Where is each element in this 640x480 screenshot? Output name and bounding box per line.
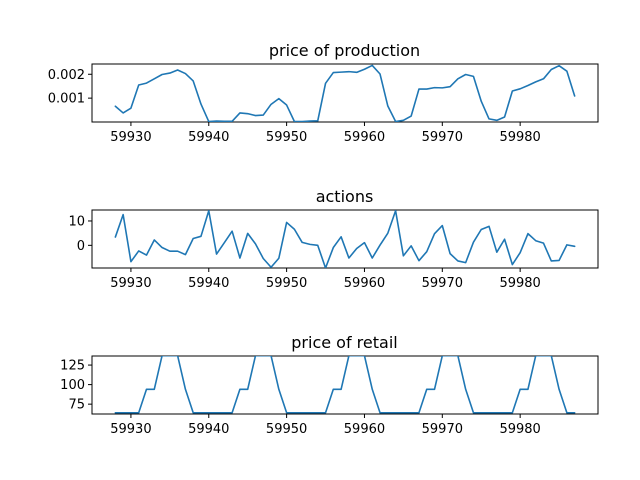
x-tick-label-price-of-retail: 59940 — [188, 422, 229, 437]
x-tick-label-price-of-production: 59930 — [110, 130, 151, 145]
y-tick-label-price-of-production: 0.002 — [48, 68, 85, 83]
x-tick-label-price-of-retail: 59930 — [110, 422, 151, 437]
chart-title-price-of-production: price of production — [269, 41, 420, 60]
x-tick-label-actions: 59930 — [110, 276, 151, 291]
subplot-actions: actions 59930 59940 59950 59960 59970 59980 0 1… — [68, 187, 599, 291]
y-tick-label-price-of-production: 0.001 — [48, 92, 85, 107]
x-tick-label-actions: 59970 — [422, 276, 463, 291]
series-line-price-of-production — [114, 64, 576, 122]
series-line-actions — [114, 210, 576, 268]
series-line-price-of-retail — [114, 356, 576, 414]
x-tick-label-price-of-production: 59970 — [422, 130, 463, 145]
x-tick-label-price-of-retail: 59960 — [344, 422, 385, 437]
y-tick-label-price-of-retail: 75 — [68, 398, 85, 413]
x-tick-label-price-of-retail: 59980 — [499, 422, 540, 437]
x-tick-label-actions: 59980 — [499, 276, 540, 291]
x-tick-label-price-of-production: 59950 — [266, 130, 307, 145]
x-tick-label-actions: 59950 — [266, 276, 307, 291]
chart-title-actions: actions — [316, 187, 374, 206]
x-tick-label-actions: 59960 — [344, 276, 385, 291]
subplot-price-of-production: price of production 59930 59940 59950 59960… — [48, 41, 599, 145]
plot-frame-price-of-retail — [91, 355, 599, 415]
plot-frame-actions — [91, 209, 599, 269]
x-tick-label-actions: 59940 — [188, 276, 229, 291]
x-tick-label-price-of-retail: 59950 — [266, 422, 307, 437]
x-tick-label-price-of-production: 59940 — [188, 130, 229, 145]
x-tick-label-price-of-production: 59960 — [344, 130, 385, 145]
y-tick-label-actions: 10 — [68, 214, 85, 229]
y-tick-label-price-of-retail: 100 — [60, 378, 85, 393]
y-tick-label-actions: 0 — [77, 239, 85, 254]
y-tick-label-price-of-retail: 125 — [60, 359, 85, 374]
plot-frame-price-of-production — [91, 63, 599, 123]
x-tick-label-price-of-retail: 59970 — [422, 422, 463, 437]
x-tick-label-price-of-production: 59980 — [499, 130, 540, 145]
subplot-price-of-retail: price of retail 59930 59940 59950 59960 5997… — [60, 333, 599, 437]
chart-title-price-of-retail: price of retail — [291, 333, 397, 352]
